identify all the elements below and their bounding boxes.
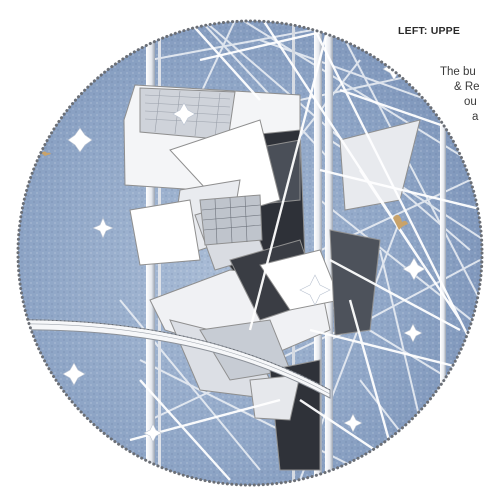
column-center-2 [325, 21, 333, 485]
sparkle-icon [343, 413, 363, 433]
bird-icon [393, 214, 408, 230]
sparkle-icon [143, 423, 163, 443]
birds [41, 151, 408, 230]
sparkle-icon [67, 127, 93, 153]
caption-title: LEFT: UPPE [398, 25, 461, 37]
caption-line: The bu [440, 66, 476, 78]
caption-block: LEFT: UPPE The bu & Re ou a [384, 22, 484, 142]
dotted-frame [16, 19, 484, 487]
caption-line: a [472, 111, 479, 123]
sparkle-icon [92, 217, 114, 239]
caption-line: & Re [454, 81, 480, 93]
walkway-bridge [18, 319, 331, 399]
sparkle-icon [172, 102, 196, 126]
sparkle-icon [403, 323, 423, 343]
sparkle-icon [299, 274, 331, 306]
bird-icon [41, 151, 51, 156]
sparkle-icon [62, 362, 86, 386]
sparkle-icon [402, 257, 426, 281]
caption-line: ou [464, 96, 477, 108]
